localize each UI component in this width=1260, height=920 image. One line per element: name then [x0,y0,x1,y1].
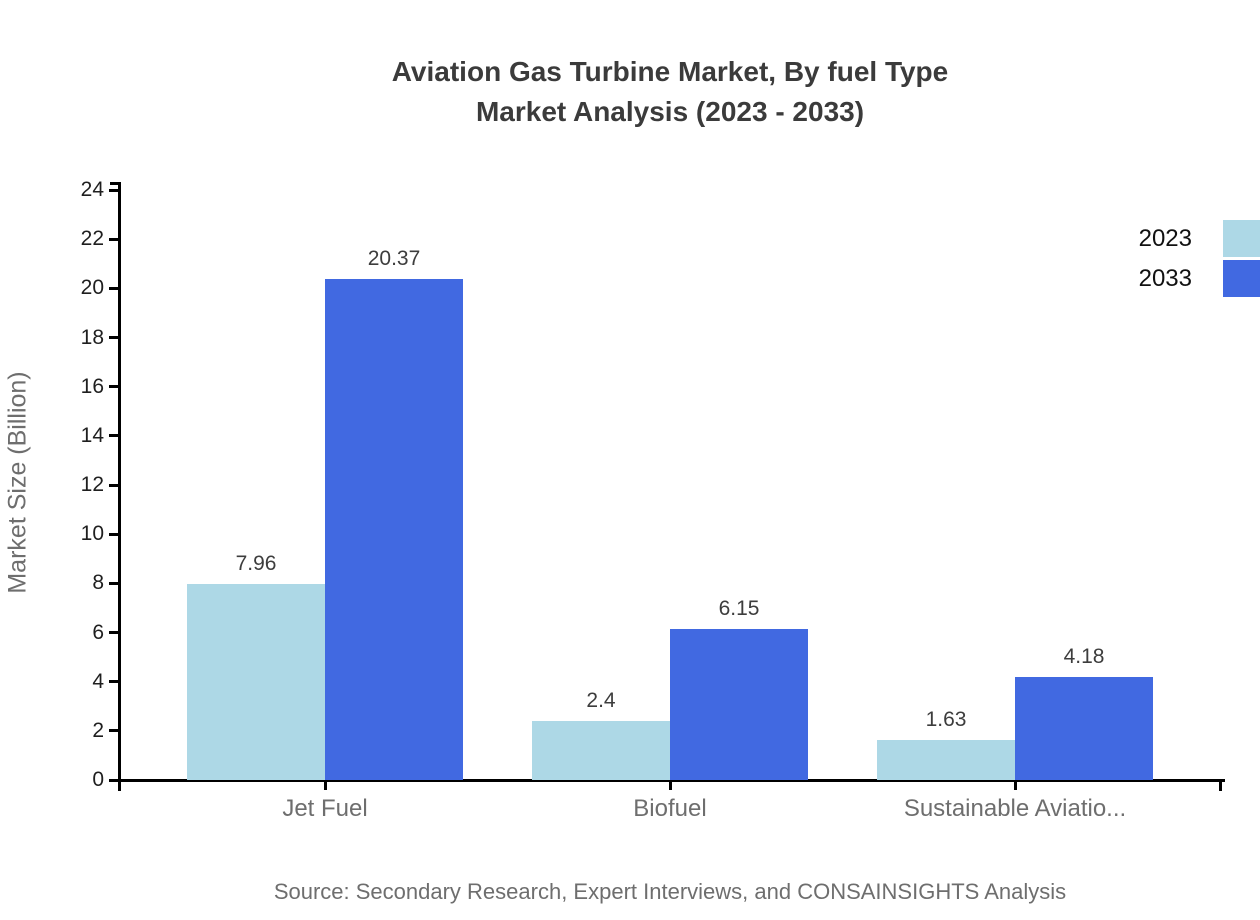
legend-swatch-2033 [1223,260,1260,297]
y-axis-title: Market Size (Billion) [3,371,32,594]
legend-item-2023: 2023 [1139,220,1260,257]
x-axis [118,779,1225,782]
y-axis-tick-label: 18 [80,325,104,349]
y-axis-tick [109,483,118,487]
y-axis-tick-label: 24 [80,178,104,201]
x-axis-label-jet-fuel: Jet Fuel [282,795,368,822]
bar-2033-jet-fuel [325,279,463,780]
y-axis-tick [109,237,118,241]
x-axis-tick [668,780,672,790]
y-axis-tick-label: 14 [80,423,104,447]
y-axis-tick-label: 16 [80,374,104,398]
legend-swatch-2023 [1223,220,1260,257]
x-axis-tick [1013,780,1017,790]
bar-2023-jet-fuel [187,584,325,780]
legend-item-2033: 2033 [1139,260,1260,297]
y-axis-tick-label: 0 [92,768,104,791]
x-axis-label-sustainable-aviatio: Sustainable Aviatio... [903,795,1127,822]
y-axis-tick [109,385,118,389]
value-label-2023-jet-fuel: 7.96 [235,552,277,576]
x-axis-endcap-tick-left [118,779,121,791]
legend-label: 2023 [1138,224,1192,252]
y-axis-tick [109,631,118,634]
y-axis-tick-label: 10 [80,522,104,546]
x-axis-tick [323,780,327,790]
y-axis-tick [109,336,118,339]
bar-2023-biofuel [532,721,670,780]
y-axis-endcap-tick [110,182,118,185]
y-axis-tick-label: 2 [92,718,104,742]
y-axis-tick [109,434,118,438]
y-axis-tick [109,729,118,733]
y-axis-tick [109,680,118,684]
y-axis-tick-label: 8 [92,571,104,595]
value-label-2023-biofuel: 2.4 [586,689,616,712]
y-axis-tick-label: 12 [80,473,104,496]
y-axis-tick [109,532,118,536]
value-label-2033-biofuel: 6.15 [718,596,760,620]
y-axis-tick-label: 20 [80,276,104,300]
y-axis-tick [109,188,118,192]
chart-header: Aviation Gas Turbine Market, By fuel Typ… [118,52,1222,132]
bar-2023-sustainable-aviatio [877,739,1015,780]
legend: 2023 2033 [1139,220,1260,297]
value-label-2033-sustainable-aviatio: 4.18 [1063,645,1105,669]
y-axis-tick-label: 4 [92,669,104,693]
chart-subtitle: Market Analysis (2023 - 2033) [475,96,865,127]
bar-2033-biofuel [670,628,808,780]
y-axis [118,182,121,783]
y-axis-tick-label: 6 [92,620,104,644]
bar-2033-sustainable-aviatio [1015,677,1153,780]
x-axis-label-biofuel: Biofuel [633,795,707,822]
value-label-2033-jet-fuel: 20.37 [367,247,421,271]
legend-label: 2033 [1138,264,1192,292]
y-axis-tick [109,286,118,290]
chart-title: Aviation Gas Turbine Market, By fuel Typ… [391,56,949,87]
value-label-2023-sustainable-aviatio: 1.63 [925,707,967,731]
y-axis-tick [109,778,118,782]
y-axis-tick-label: 22 [80,227,104,251]
x-axis-endcap-tick-right [1219,779,1222,791]
source-note: Source: Secondary Research, Expert Inter… [273,879,1067,904]
y-axis-tick [109,581,118,585]
